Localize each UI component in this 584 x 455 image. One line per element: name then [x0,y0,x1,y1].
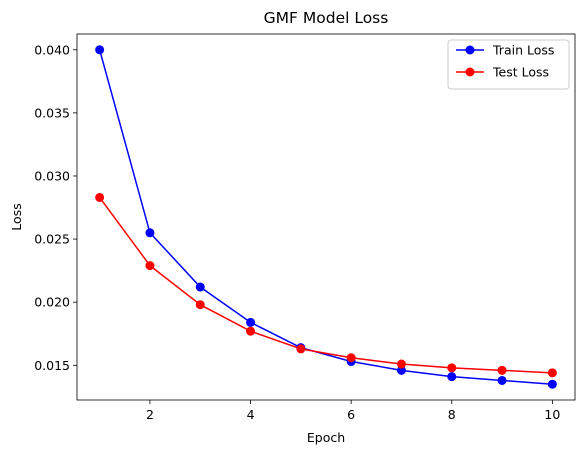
train-loss-point [95,45,105,55]
x-tick-label: 4 [247,407,255,422]
test-loss-point [145,261,155,271]
train-loss-point [497,375,507,385]
y-tick-label: 0.025 [34,232,70,247]
test-loss-point [497,365,507,375]
chart-title: GMF Model Loss [264,9,389,27]
series-lines [98,49,553,385]
train-loss-point [246,317,256,327]
legend-box [447,39,570,90]
test-loss-point [447,363,457,373]
test-loss-point [547,368,557,378]
legend-label-test-loss: Test Loss [492,65,549,80]
train-loss-point [396,365,406,375]
y-tick-label: 0.030 [34,168,70,183]
legend-label-train-loss: Train Loss [492,43,554,58]
train-loss-point [547,379,557,389]
plot-area [77,34,575,400]
train-loss-point [447,372,457,382]
plot-frame [76,33,576,401]
series-markers [95,45,557,389]
train-loss-line [98,49,553,385]
train-loss-point [145,228,155,238]
y-tick-label: 0.040 [34,42,70,57]
test-loss-point [195,300,205,310]
x-tick-label: 2 [146,407,154,422]
legend-marker-train-loss [465,45,475,55]
test-loss-point [296,344,306,354]
y-axis-label: Loss [9,203,24,230]
legend-marker-test-loss [465,67,475,77]
y-tick-label: 0.020 [34,295,70,310]
x-tick-label: 8 [448,407,456,422]
y-tick-label: 0.015 [34,358,70,373]
train-loss-point [195,282,205,292]
x-tick-label: 10 [544,407,560,422]
x-axis-label: Epoch [307,430,345,445]
test-loss-line [99,196,553,374]
x-axis-ticks: 2 4 6 8 10 [146,400,560,422]
x-tick-label: 6 [347,407,355,422]
y-axis-ticks: 0.015 0.020 0.025 0.030 0.035 0.040 [34,42,77,373]
legend: Train Loss Test Loss [447,39,570,90]
test-loss-point [95,192,105,202]
test-loss-point [246,326,256,336]
test-loss-point [396,359,406,369]
test-loss-point [346,353,356,363]
y-tick-label: 0.035 [34,105,70,120]
